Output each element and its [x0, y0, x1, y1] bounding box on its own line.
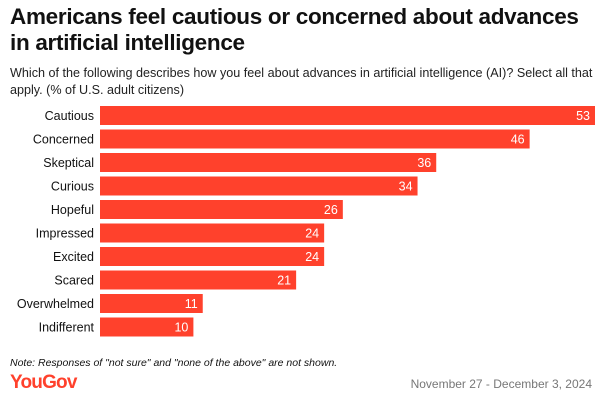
category-label: Scared [54, 274, 94, 288]
bar-impressed [100, 223, 325, 243]
bar-hopeful [100, 200, 343, 219]
footnote: Note: Responses of "not sure" and "none … [10, 357, 338, 369]
value-label: 53 [576, 109, 590, 123]
bar-excited [100, 247, 325, 266]
value-label: 46 [511, 133, 525, 147]
category-label: Concerned [33, 133, 94, 147]
bar-curious [100, 176, 418, 196]
category-label: Excited [53, 250, 94, 264]
category-label: Overwhelmed [17, 297, 94, 311]
category-label: Hopeful [51, 203, 94, 217]
bar-concerned [100, 129, 530, 149]
bar-overwhelmed [100, 294, 203, 313]
value-label: 24 [305, 250, 319, 264]
chart-subtitle: Which of the following describes how you… [10, 66, 593, 97]
value-label: 21 [277, 274, 291, 288]
bar-skeptical [100, 153, 437, 172]
category-label: Indifferent [39, 321, 95, 335]
yougov-logo: YouGov [10, 372, 77, 393]
value-label: 24 [305, 227, 319, 241]
value-label: 10 [174, 321, 188, 335]
category-label: Curious [51, 180, 94, 194]
bar-cautious [100, 106, 595, 125]
bar-indifferent [100, 317, 194, 337]
category-label: Skeptical [43, 156, 94, 170]
survey-date: November 27 - December 3, 2024 [410, 377, 592, 391]
category-label: Cautious [45, 109, 94, 123]
bar-scared [100, 270, 297, 290]
value-label: 36 [417, 156, 431, 170]
value-label: 26 [324, 203, 338, 217]
value-label: 11 [185, 297, 198, 311]
chart-title: Americans feel cautious or concerned abo… [10, 4, 579, 55]
category-label: Impressed [36, 227, 94, 241]
value-label: 34 [399, 180, 413, 194]
